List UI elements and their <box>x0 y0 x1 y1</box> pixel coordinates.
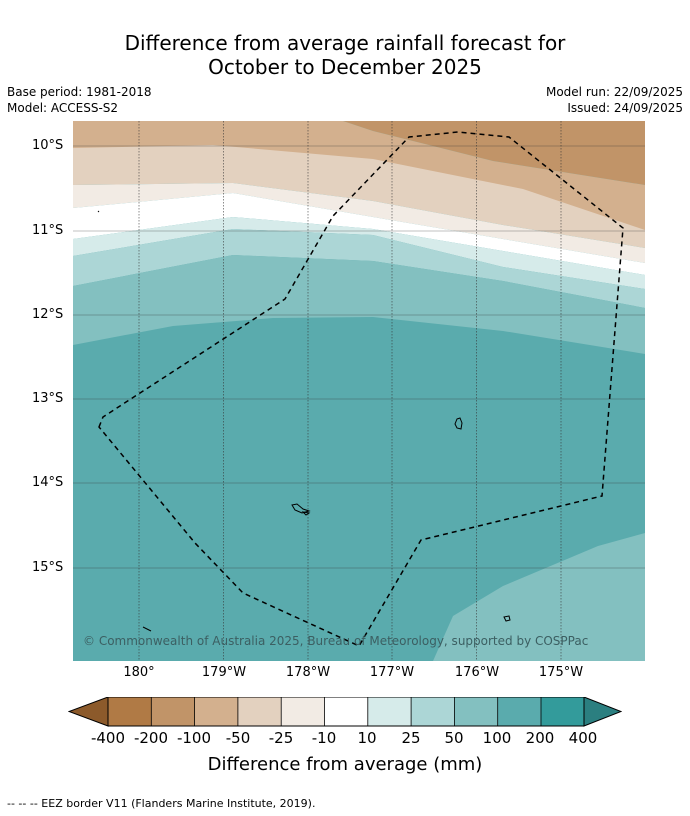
colorbar-label: 200 <box>525 729 555 747</box>
title-line-2: October to December 2025 <box>208 55 482 79</box>
lat-label-13s: 13°S <box>32 391 64 406</box>
colorbar-label: -10 <box>311 729 337 747</box>
lon-label-180: 180° <box>123 665 155 680</box>
colorbar-label: 10 <box>357 729 377 747</box>
band-minus-50 <box>73 145 645 248</box>
island-2 <box>291 503 311 514</box>
colorbar-label: -200 <box>133 729 169 747</box>
lon-label-177w: 177°W <box>369 665 415 680</box>
copyright-notice: © Commonwealth of Australia 2025, Bureau… <box>83 634 589 648</box>
base-period: Base period: 1981-2018 <box>7 85 152 99</box>
rainfall-map <box>73 121 645 661</box>
colorbar-label: 100 <box>482 729 512 747</box>
lon-label-175w: 175°W <box>538 665 584 680</box>
lon-label-176w: 176°W <box>454 665 500 680</box>
island-4 <box>503 615 511 622</box>
colorbar-bin-8 <box>411 697 455 726</box>
lat-label-14s: 14°S <box>32 475 64 490</box>
colorbar-bin-9 <box>454 697 498 726</box>
colorbar-bin-10 <box>497 697 541 726</box>
band-50 <box>73 255 645 354</box>
eez-border <box>98 131 624 647</box>
colorbar-bin-2 <box>151 697 195 726</box>
band-minus-200 <box>343 121 645 185</box>
issued-date: Issued: 24/09/2025 <box>567 101 683 115</box>
colorbar-label: 400 <box>568 729 598 747</box>
band-10 <box>73 217 645 289</box>
colorbar-label: -50 <box>225 729 251 747</box>
lat-label-12s: 12°S <box>32 307 64 322</box>
colorbar-label: -100 <box>176 729 212 747</box>
island-5 <box>142 626 152 632</box>
band-25 <box>73 229 645 308</box>
colorbar-extend-low <box>68 697 109 727</box>
model-run: Model run: 22/09/2025 <box>545 85 683 99</box>
island-1 <box>454 417 463 430</box>
lat-label-15s: 15°S <box>32 560 64 575</box>
eez-footnote: -- -- -- EEZ border V11 (Flanders Marine… <box>7 797 316 810</box>
colorbar-extend-high <box>583 697 622 727</box>
title-line-1: Difference from average rainfall forecas… <box>124 31 566 55</box>
colorbar-bin-11 <box>541 697 584 726</box>
island-6 <box>97 210 100 213</box>
colorbar-bin-3 <box>194 697 238 726</box>
colorbar <box>68 697 622 727</box>
colorbar-label: 25 <box>401 729 421 747</box>
band-10-white <box>73 193 645 275</box>
lat-label-11s: 11°S <box>32 223 64 238</box>
colorbar-label: -25 <box>268 729 294 747</box>
colorbar-label: 50 <box>444 729 464 747</box>
colorbar-bin-4 <box>237 697 282 726</box>
model-name: Model: ACCESS-S2 <box>7 101 119 115</box>
colorbar-label: -400 <box>90 729 126 747</box>
colorbar-title: Difference from average (mm) <box>207 754 483 775</box>
island-3 <box>301 511 311 516</box>
lat-label-10s: 10°S <box>32 138 64 153</box>
colorbar-bin-6 <box>324 697 368 726</box>
lon-label-179w: 179°W <box>201 665 247 680</box>
band-50-southeast <box>433 533 645 661</box>
colorbar-bin-5 <box>281 697 325 726</box>
band-minus-25 <box>73 183 645 263</box>
colorbar-bin-1 <box>108 697 152 726</box>
lon-label-178w: 178°W <box>285 665 331 680</box>
colorbar-bin-7 <box>367 697 412 726</box>
